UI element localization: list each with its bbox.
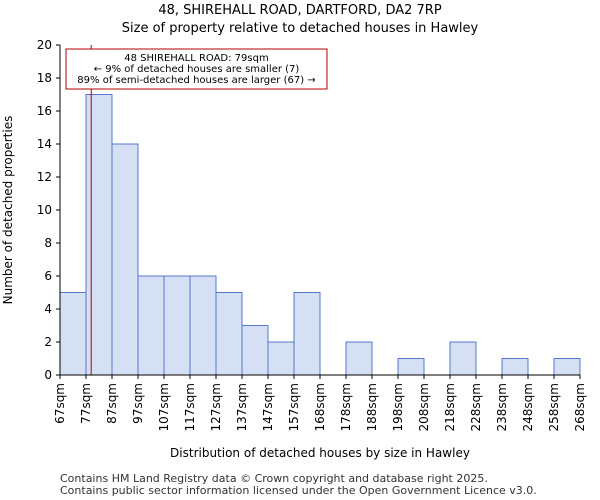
- y-tick-label-10: 10: [37, 203, 52, 217]
- axes-group: 0 2 4 6 8 10 12 14 16 18 20 67sqm 77sqm 87sqm 97sqm 107…: [37, 38, 587, 431]
- bar-147sqm: [267, 341, 295, 376]
- x-tick-label-208sqm: 208sqm: [417, 383, 431, 431]
- y-tick-label-8: 8: [44, 236, 52, 250]
- x-tick-label-107sqm: 107sqm: [157, 383, 171, 431]
- y-tick-label-12: 12: [37, 170, 52, 184]
- y-tick-label-14: 14: [37, 137, 52, 151]
- bar-218sqm: [449, 341, 477, 376]
- annotation-group: 48 SHIREHALL ROAD: 79sqm← 9% of detached…: [65, 48, 328, 90]
- x-tick-label-77sqm: 77sqm: [79, 383, 93, 424]
- x-tick-label-218sqm: 218sqm: [443, 383, 457, 431]
- y-tick-label-18: 18: [37, 71, 52, 85]
- x-tick-label-87sqm: 87sqm: [105, 383, 119, 424]
- bar-137sqm: [241, 325, 269, 376]
- bar-127sqm: [215, 292, 243, 376]
- y-tick-label-2: 2: [44, 335, 52, 349]
- x-tick-label-157sqm: 157sqm: [287, 383, 301, 431]
- bar-67sqm: [59, 292, 87, 376]
- y-axis-label: Number of detached properties: [1, 116, 15, 305]
- bar-178sqm: [345, 341, 373, 376]
- bar-77sqm: [85, 94, 113, 376]
- y-tick-label-0: 0: [44, 368, 52, 382]
- bar-117sqm: [189, 275, 217, 376]
- y-tick-label-6: 6: [44, 269, 52, 283]
- x-tick-label-178sqm: 178sqm: [339, 383, 353, 431]
- annotation-line-1: 48 SHIREHALL ROAD: 79sqm: [124, 53, 268, 64]
- y-tick-label-4: 4: [44, 302, 52, 316]
- x-tick-label-97sqm: 97sqm: [131, 383, 145, 424]
- annotation-line-3: 89% of semi-detached houses are larger (…: [77, 75, 315, 86]
- footer-line-2: Contains public sector information licen…: [60, 484, 537, 497]
- x-tick-label-268sqm: 268sqm: [573, 383, 587, 431]
- bar-87sqm: [111, 143, 139, 376]
- x-tick-label-147sqm: 147sqm: [261, 383, 275, 431]
- bar-198sqm: [397, 358, 425, 376]
- x-tick-label-198sqm: 198sqm: [391, 383, 405, 431]
- bar-107sqm: [163, 275, 191, 376]
- x-tick-label-117sqm: 117sqm: [183, 383, 197, 431]
- x-tick-label-238sqm: 238sqm: [495, 383, 509, 431]
- x-axis-label: Distribution of detached houses by size …: [170, 446, 470, 460]
- annotation-box: [65, 48, 328, 90]
- y-tick-label-16: 16: [37, 104, 52, 118]
- bar-258sqm: [553, 358, 581, 376]
- chart-title: 48, SHIREHALL ROAD, DARTFORD, DA2 7RP: [158, 3, 442, 18]
- histogram-chart: 0 2 4 6 8 10 12 14 16 18 20 67sqm 77sqm 87sqm 97sqm 107…: [1, 38, 587, 460]
- bar-97sqm: [137, 275, 165, 376]
- x-tick-label-258sqm: 258sqm: [547, 383, 561, 431]
- x-tick-label-188sqm: 188sqm: [365, 383, 379, 431]
- chart-subtitle: Size of property relative to detached ho…: [121, 21, 479, 36]
- x-tick-label-248sqm: 248sqm: [521, 383, 535, 431]
- footer-line-1: Contains HM Land Registry data © Crown c…: [60, 472, 488, 485]
- x-tick-label-127sqm: 127sqm: [209, 383, 223, 431]
- bar-238sqm: [501, 358, 529, 376]
- x-tick-label-137sqm: 137sqm: [235, 383, 249, 431]
- x-tick-label-67sqm: 67sqm: [53, 383, 67, 424]
- y-tick-label-20: 20: [37, 38, 52, 52]
- bars-group: [59, 94, 581, 376]
- x-tick-label-168sqm: 168sqm: [313, 383, 327, 431]
- bar-157sqm: [293, 292, 321, 376]
- annotation-line-2: ← 9% of detached houses are smaller (7): [94, 64, 300, 75]
- x-tick-label-228sqm: 228sqm: [469, 383, 483, 431]
